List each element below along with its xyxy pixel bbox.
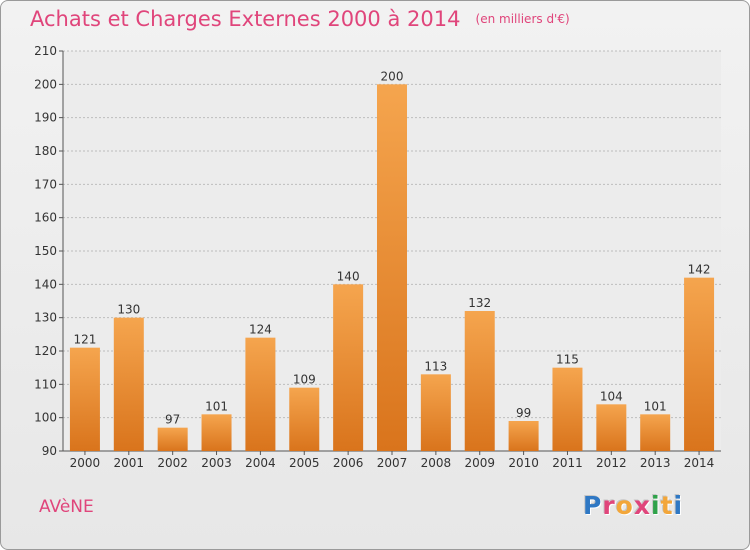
y-tick-label: 160	[34, 211, 57, 225]
bar	[201, 414, 232, 451]
bar	[157, 427, 188, 451]
x-tick-label: 2002	[157, 456, 188, 470]
logo-letter: r	[602, 491, 616, 520]
bar-value-label: 130	[117, 303, 140, 317]
bar	[684, 277, 715, 451]
bar	[596, 404, 627, 451]
bar-value-label: 101	[205, 399, 228, 413]
commune-name: AVèNE	[39, 497, 94, 517]
x-tick-label: 2000	[70, 456, 101, 470]
y-tick-label: 90	[42, 444, 57, 458]
y-tick-label: 120	[34, 344, 57, 358]
bar-value-label: 97	[165, 413, 180, 427]
x-tick-label: 2005	[289, 456, 320, 470]
chart-unit: (en milliers d'€)	[475, 12, 570, 26]
x-tick-label: 2001	[114, 456, 145, 470]
logo-letter: i	[673, 491, 684, 520]
bar	[464, 311, 495, 451]
y-tick-label: 180	[34, 144, 57, 158]
x-tick-label: 2003	[201, 456, 232, 470]
x-tick-label: 2006	[333, 456, 364, 470]
bar	[289, 387, 320, 451]
logo-letter: i	[651, 491, 661, 520]
bar	[508, 421, 539, 451]
logo-letter: t	[660, 491, 674, 520]
y-tick-label: 100	[34, 411, 57, 425]
bar	[69, 347, 100, 451]
bar	[420, 374, 451, 451]
bar-value-label: 101	[644, 399, 667, 413]
bar-value-label: 200	[381, 69, 404, 83]
bar-value-label: 104	[600, 389, 623, 403]
proxiti-logo[interactable]: Proxiti	[583, 491, 683, 520]
bar	[333, 284, 364, 451]
y-tick-label: 200	[34, 77, 57, 91]
logo-letter: P	[583, 491, 603, 520]
bar-value-label: 132	[468, 296, 491, 310]
y-tick-label: 130	[34, 311, 57, 325]
chart-title: Achats et Charges Externes 2000 à 2014	[30, 7, 461, 31]
y-tick-label: 190	[34, 111, 57, 125]
bar-value-label: 140	[337, 269, 360, 283]
x-tick-label: 2004	[245, 456, 276, 470]
bar	[552, 367, 583, 451]
y-tick-label: 110	[34, 377, 57, 391]
chart-header: Achats et Charges Externes 2000 à 2014 (…	[30, 7, 570, 31]
y-tick-label: 140	[34, 277, 57, 291]
x-tick-label: 2013	[640, 456, 671, 470]
x-tick-label: 2012	[596, 456, 627, 470]
x-tick-label: 2011	[552, 456, 583, 470]
bar-value-label: 115	[556, 353, 579, 367]
x-tick-label: 2010	[508, 456, 539, 470]
x-tick-label: 2009	[464, 456, 495, 470]
bar	[377, 84, 407, 451]
bar-value-label: 121	[73, 333, 96, 347]
x-tick-label: 2007	[377, 456, 408, 470]
bar-value-label: 113	[424, 359, 447, 373]
bar-value-label: 99	[516, 406, 531, 420]
y-tick-label: 150	[34, 244, 57, 258]
logo-letter: o	[615, 491, 634, 520]
y-tick-label: 210	[34, 44, 57, 58]
x-tick-label: 2008	[421, 456, 452, 470]
bar	[113, 317, 144, 451]
bar-value-label: 142	[688, 263, 711, 277]
logo-letter: x	[633, 491, 651, 520]
bar	[640, 414, 671, 451]
bar-value-label: 109	[293, 373, 316, 387]
y-tick-label: 170	[34, 177, 57, 191]
bar	[245, 337, 276, 451]
bar-value-label: 124	[249, 323, 272, 337]
x-tick-label: 2014	[684, 456, 715, 470]
